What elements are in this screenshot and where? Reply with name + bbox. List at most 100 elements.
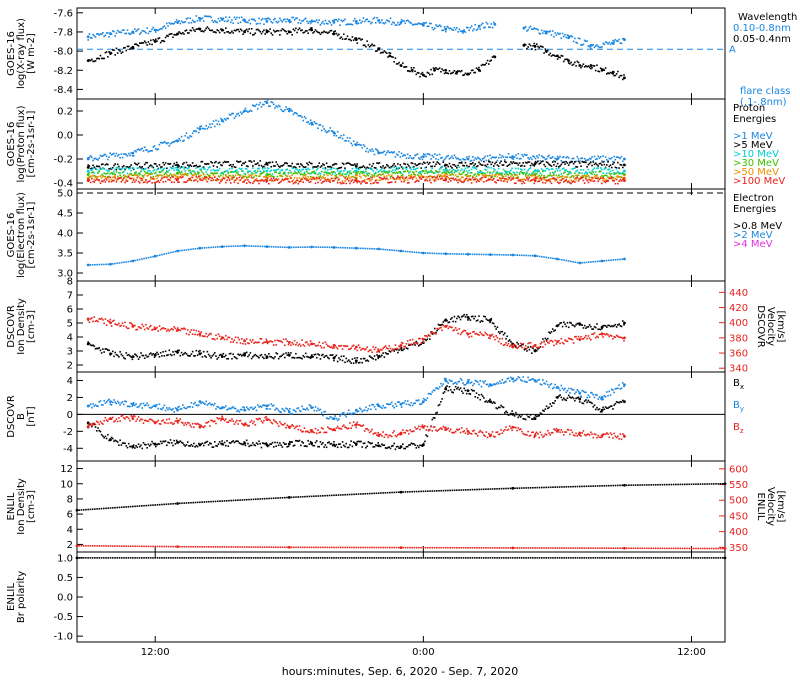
- data-point: [377, 47, 381, 51]
- data-point: [113, 179, 115, 182]
- data-point: [510, 179, 512, 181]
- data-point: [168, 349, 171, 352]
- data-point: [136, 174, 139, 177]
- data-point: [297, 182, 300, 185]
- data-point: [264, 18, 266, 20]
- data-point: [366, 166, 368, 169]
- data-point: [572, 176, 575, 179]
- data-point: [194, 333, 196, 336]
- data-point: [127, 32, 130, 35]
- data-point: [134, 173, 136, 176]
- data-point: [292, 16, 295, 19]
- data-point: [362, 180, 365, 182]
- data-point: [464, 167, 467, 170]
- data-point: [444, 325, 448, 328]
- data-point: [367, 177, 370, 180]
- data-point: [226, 338, 228, 341]
- data-point: [377, 357, 380, 360]
- data-point: [293, 170, 296, 172]
- data-point: [583, 161, 586, 163]
- data-point: [162, 161, 164, 164]
- data-point: [521, 164, 523, 167]
- data-point: [93, 158, 96, 160]
- data-point: [215, 172, 217, 175]
- data-point: [458, 28, 461, 31]
- data-point: [189, 17, 191, 19]
- data-point: [421, 73, 425, 77]
- data-point: [492, 156, 495, 159]
- data-point: [381, 51, 383, 54]
- data-point: [451, 173, 453, 176]
- data-point: [184, 351, 187, 354]
- data-point: [205, 176, 207, 179]
- data-point: [91, 169, 93, 171]
- data-point: [225, 161, 227, 163]
- data-point: [114, 323, 117, 325]
- data-point: [302, 174, 305, 176]
- data-point: [178, 349, 180, 352]
- data-point: [255, 23, 258, 25]
- data-point: [271, 34, 274, 36]
- data-point: [429, 161, 431, 164]
- data-point: [553, 54, 555, 57]
- data-point: [99, 167, 102, 170]
- data-point: [335, 32, 338, 35]
- data-point: [550, 168, 553, 171]
- data-point: [174, 327, 177, 330]
- data-point: [351, 175, 354, 178]
- data-point: [125, 153, 128, 156]
- data-point: [276, 339, 279, 342]
- data-point: [123, 29, 125, 31]
- data-point: [603, 69, 606, 71]
- data-point: [463, 170, 466, 173]
- data-point: [608, 335, 611, 338]
- data-point: [199, 177, 201, 180]
- data-point: [317, 31, 319, 34]
- data-point: [330, 130, 333, 132]
- data-point: [95, 347, 98, 350]
- data-point: [386, 347, 388, 349]
- data-point: [227, 357, 230, 360]
- data-point: [115, 32, 118, 35]
- data-point: [440, 326, 442, 329]
- data-point: [429, 22, 431, 25]
- legend-title: Proton: [733, 103, 765, 114]
- data-point: [237, 336, 239, 339]
- data-point: [346, 162, 349, 164]
- data-point: [575, 335, 577, 338]
- data-point: [515, 177, 517, 179]
- data-point: [507, 170, 510, 173]
- data-point: [270, 356, 273, 358]
- data-point: [151, 43, 153, 46]
- data-point: [379, 177, 382, 179]
- data-point: [351, 144, 354, 147]
- data-point: [390, 174, 393, 177]
- data-point: [147, 443, 150, 446]
- data-point: [158, 254, 161, 256]
- data-point: [594, 158, 597, 161]
- data-point: [333, 171, 335, 173]
- data-point: [88, 172, 91, 174]
- data-point: [435, 179, 437, 181]
- data-point: [478, 161, 480, 164]
- data-point: [424, 167, 426, 169]
- data-point: [534, 176, 537, 178]
- data-point: [325, 172, 328, 175]
- data-point: [577, 335, 580, 338]
- data-point: [339, 24, 341, 26]
- data-point: [383, 175, 386, 178]
- data-point: [406, 182, 409, 184]
- data-point: [529, 346, 532, 348]
- data-point: [342, 134, 345, 136]
- data-point: [367, 350, 370, 353]
- data-point: [372, 150, 375, 152]
- data-point: [205, 171, 207, 173]
- data-point: [394, 24, 397, 26]
- data-point: [329, 179, 332, 182]
- data-point: [390, 23, 393, 26]
- data-point: [211, 338, 214, 340]
- data-point: [116, 324, 119, 326]
- data-point: [460, 30, 463, 33]
- data-point: [195, 130, 198, 133]
- data-point: [95, 430, 98, 432]
